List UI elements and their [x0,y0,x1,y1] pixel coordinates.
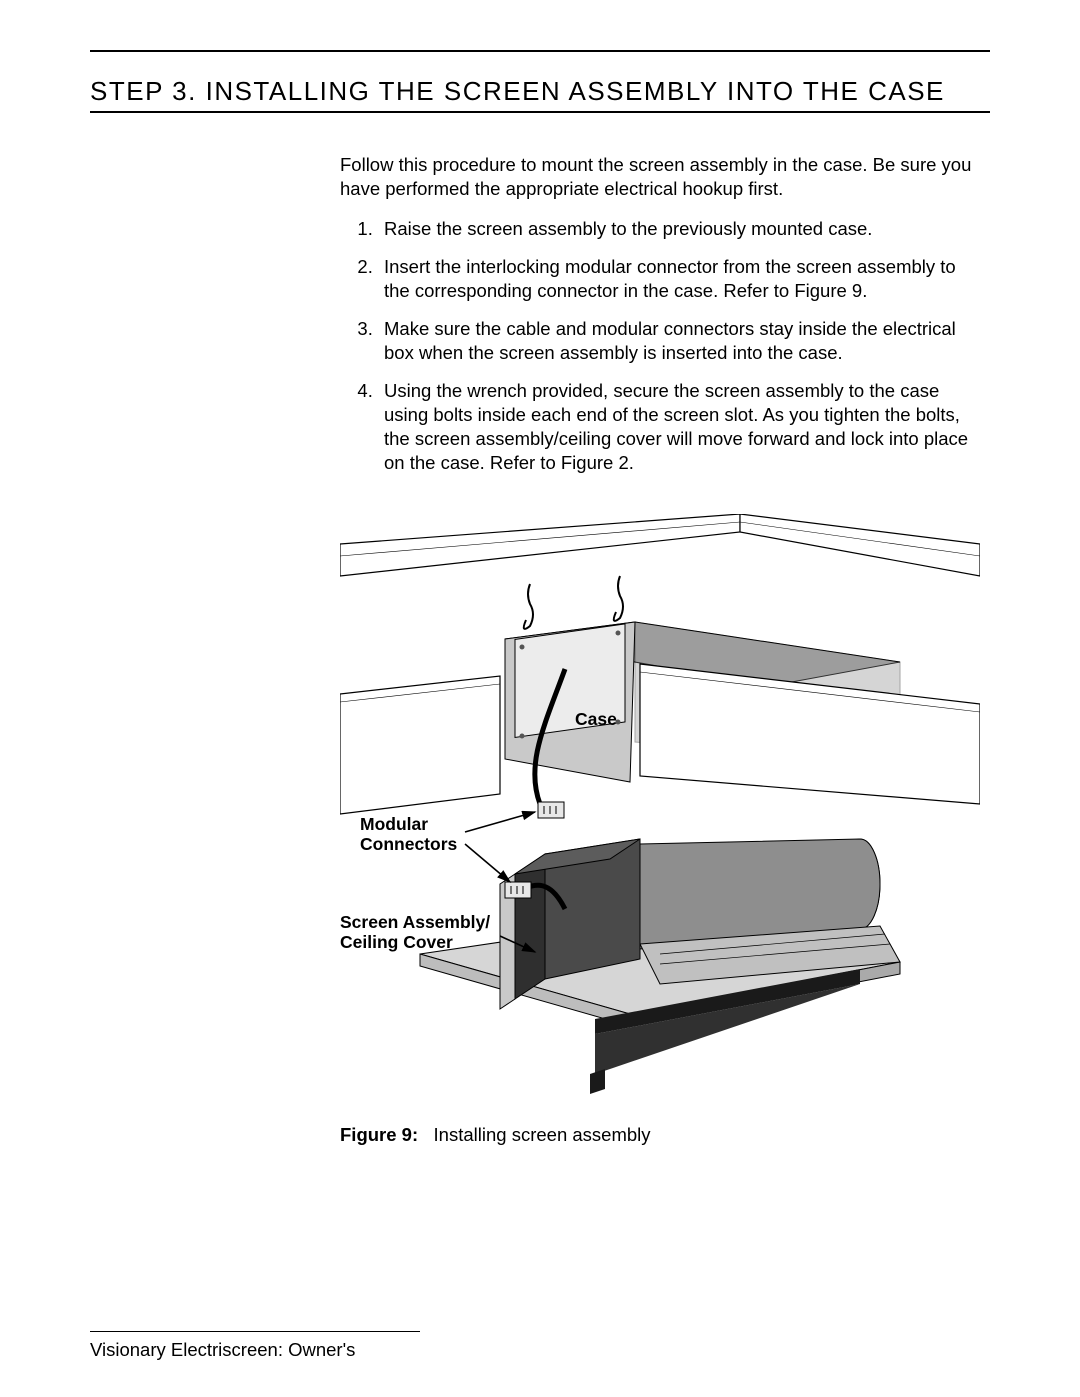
content-block: Follow this procedure to mount the scree… [340,153,980,1146]
step-heading-text: INSTALLING THE SCREEN ASSEMBLY INTO THE … [206,76,945,106]
installation-diagram [340,514,980,1094]
step-list: Raise the screen assembly to the previou… [378,217,980,475]
figure-caption: Figure 9: Installing screen assembly [340,1124,980,1146]
label-case: Case [575,709,617,729]
intro-paragraph: Follow this procedure to mount the scree… [340,153,980,201]
connector-lower [505,882,531,898]
figure-caption-text: Installing screen assembly [434,1124,651,1145]
step-number: 3. [172,76,197,106]
step-item: Insert the interlocking modular connecto… [378,255,980,303]
page-container: STEP 3. INSTALLING THE SCREEN ASSEMBLY I… [0,0,1080,1397]
step-label: STEP [90,76,163,106]
label-screen-assembly: Screen Assembly/ Ceiling Cover [340,912,490,952]
step-item: Make sure the cable and modular connecto… [378,317,980,365]
top-horizontal-rule [90,50,990,52]
label-modular-connectors: Modular Connectors [360,814,457,854]
connector-upper [538,802,564,818]
step-heading: STEP 3. INSTALLING THE SCREEN ASSEMBLY I… [90,76,990,113]
screen-assembly [420,839,900,1094]
figure-9: Case Modular Connectors Screen Assembly/… [340,514,980,1146]
step-item: Using the wrench provided, secure the sc… [378,379,980,475]
step-item: Raise the screen assembly to the previou… [378,217,980,241]
footer-text: Visionary Electriscreen: Owner's [90,1339,355,1361]
ceiling-upper [340,514,980,576]
footer-rule [90,1331,420,1332]
figure-number: Figure 9: [340,1124,418,1145]
hooks [524,576,623,629]
